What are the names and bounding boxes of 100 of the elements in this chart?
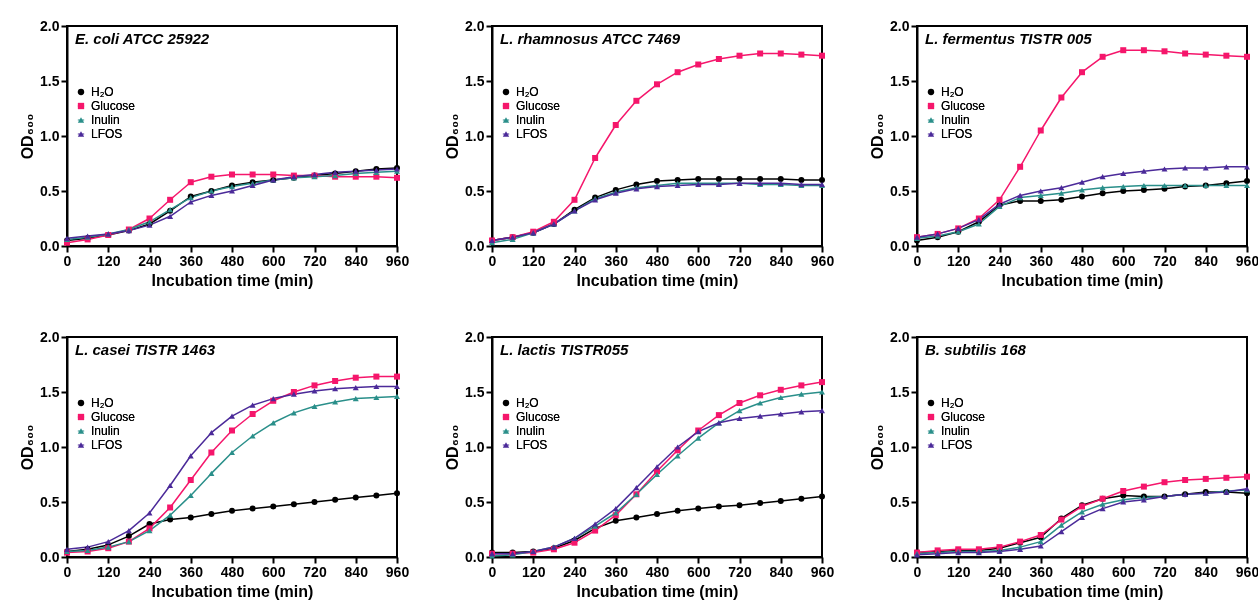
y-tick-label: 0.0: [890, 548, 910, 565]
x-tick-label: 0: [63, 563, 72, 580]
legend-label: Glucose: [941, 99, 986, 113]
x-axis-title: Incubation time (min): [1001, 271, 1164, 289]
x-tick-label: 240: [988, 252, 1012, 269]
x-tick-label: 240: [138, 252, 162, 269]
x-tick-label: 480: [645, 252, 670, 269]
chart-title: L. casei TISTR 1463: [75, 341, 216, 358]
y-axis-title: OD₆₀₀: [444, 113, 462, 160]
x-tick-label: 360: [1029, 252, 1054, 269]
legend-label: Glucose: [516, 99, 561, 113]
legend-label: H₂O: [941, 396, 964, 410]
legend-label: Inulin: [91, 113, 120, 127]
x-tick-label: 0: [63, 252, 72, 269]
y-tick-label: 2.0: [890, 328, 910, 345]
y-tick-label: 0.0: [40, 548, 60, 565]
y-tick-label: 2.0: [890, 17, 910, 34]
x-tick-label: 600: [262, 563, 286, 580]
legend-label: LFOS: [941, 127, 973, 141]
x-axis-title: Incubation time (min): [151, 271, 314, 289]
chart-title: E. coli ATCC 25922: [75, 30, 210, 47]
x-axis-title: Incubation time (min): [576, 582, 739, 600]
x-tick-label: 360: [604, 563, 629, 580]
legend-label: Inulin: [941, 113, 970, 127]
legend-label: H₂O: [516, 396, 539, 410]
x-tick-label: 120: [97, 563, 121, 580]
x-axis-title: Incubation time (min): [576, 271, 739, 289]
x-tick-label: 0: [913, 563, 922, 580]
y-tick-label: 2.0: [40, 328, 60, 345]
x-tick-label: 840: [1194, 563, 1219, 580]
legend-label: LFOS: [516, 438, 548, 452]
y-tick-label: 0.5: [890, 493, 910, 510]
chart-title: B. subtilis 168: [925, 341, 1027, 358]
y-axis-title: OD₆₀₀: [869, 424, 887, 471]
y-tick-label: 1.0: [40, 127, 60, 144]
legend-label: Inulin: [941, 424, 970, 438]
chart-title: L. fermentus TISTR 005: [925, 30, 1093, 47]
x-tick-label: 120: [97, 252, 121, 269]
legend-label: Inulin: [91, 424, 120, 438]
y-tick-label: 1.5: [40, 383, 60, 400]
chart-title: L. rhamnosus ATCC 7469: [500, 30, 681, 47]
x-tick-label: 120: [947, 252, 971, 269]
x-axis-title: Incubation time (min): [1001, 582, 1164, 600]
legend-label: Glucose: [91, 99, 136, 113]
x-tick-label: 360: [179, 563, 204, 580]
y-tick-label: 1.0: [465, 438, 485, 455]
x-tick-label: 0: [488, 563, 497, 580]
legend-label: H₂O: [516, 85, 539, 99]
x-tick-label: 840: [344, 252, 369, 269]
x-tick-label: 720: [1153, 563, 1177, 580]
y-tick-label: 1.5: [40, 72, 60, 89]
legend-label: H₂O: [91, 396, 114, 410]
x-tick-label: 120: [947, 563, 971, 580]
x-tick-label: 240: [563, 563, 587, 580]
y-tick-label: 0.0: [465, 548, 485, 565]
legend-label: Glucose: [516, 410, 561, 424]
x-tick-label: 480: [220, 563, 245, 580]
x-tick-label: 480: [645, 563, 670, 580]
x-tick-label: 600: [1112, 563, 1136, 580]
y-tick-label: 0.0: [40, 237, 60, 254]
x-tick-label: 960: [810, 252, 835, 269]
x-tick-label: 480: [220, 252, 245, 269]
y-tick-label: 0.0: [465, 237, 485, 254]
x-tick-label: 720: [1153, 252, 1177, 269]
x-tick-label: 720: [303, 252, 327, 269]
x-tick-label: 840: [1194, 252, 1219, 269]
legend-label: H₂O: [91, 85, 114, 99]
x-tick-label: 720: [728, 252, 752, 269]
legend-label: Glucose: [941, 410, 986, 424]
x-tick-label: 600: [262, 252, 286, 269]
legend-label: Inulin: [516, 113, 545, 127]
chart-title: L. lactis TISTR055: [500, 341, 630, 358]
legend-label: LFOS: [941, 438, 973, 452]
x-tick-label: 600: [687, 563, 711, 580]
y-tick-label: 0.5: [465, 182, 485, 199]
x-tick-label: 720: [728, 563, 752, 580]
x-tick-label: 360: [179, 252, 204, 269]
legend-label: LFOS: [91, 438, 123, 452]
x-tick-label: 360: [604, 252, 629, 269]
x-tick-label: 840: [769, 563, 794, 580]
x-tick-label: 960: [810, 563, 835, 580]
x-tick-label: 720: [303, 563, 327, 580]
x-tick-label: 0: [913, 252, 922, 269]
x-tick-label: 240: [988, 563, 1012, 580]
y-tick-label: 2.0: [40, 17, 60, 34]
y-axis-title: OD₆₀₀: [444, 424, 462, 471]
x-tick-label: 960: [1235, 252, 1258, 269]
x-tick-label: 240: [138, 563, 162, 580]
x-tick-label: 240: [563, 252, 587, 269]
x-tick-label: 960: [1235, 563, 1258, 580]
y-tick-label: 1.5: [890, 72, 910, 89]
x-tick-label: 600: [1112, 252, 1136, 269]
y-axis-title: OD₆₀₀: [19, 113, 37, 160]
y-tick-label: 0.5: [40, 493, 60, 510]
x-tick-label: 960: [385, 252, 410, 269]
y-tick-label: 1.5: [890, 383, 910, 400]
x-tick-label: 840: [344, 563, 369, 580]
legend-label: H₂O: [941, 85, 964, 99]
legend-label: Inulin: [516, 424, 545, 438]
y-tick-label: 0.0: [890, 237, 910, 254]
